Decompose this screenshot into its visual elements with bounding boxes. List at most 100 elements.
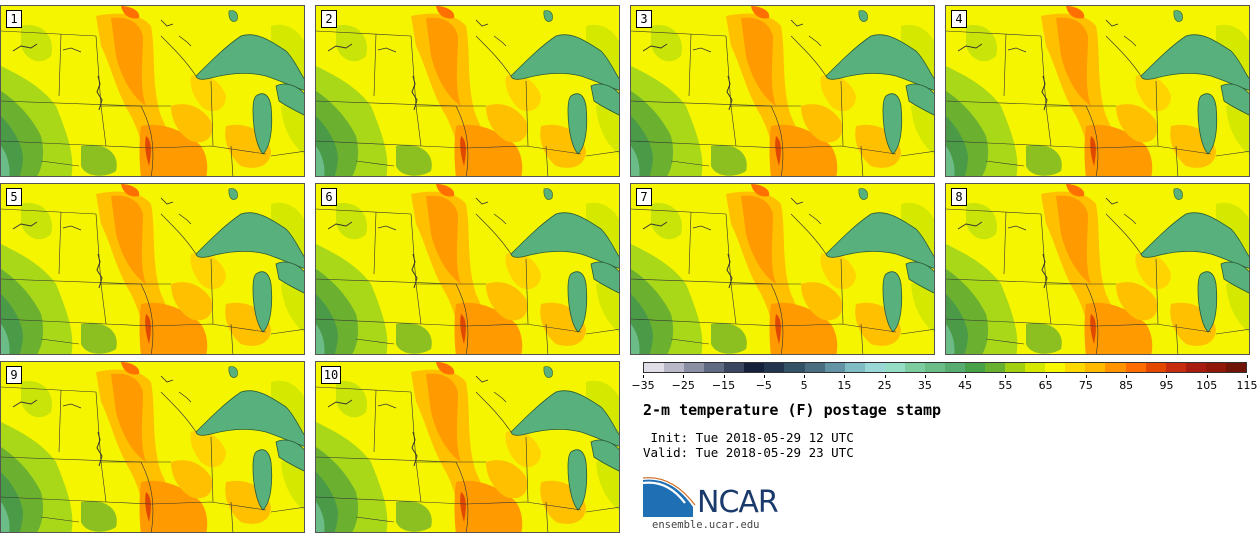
- colorbar-tick-label: 5: [800, 379, 808, 392]
- valid-time: Valid: Tue 2018-05-29 23 UTC: [643, 445, 854, 460]
- ncar-logo-icon: [643, 477, 696, 517]
- ensemble-member-panel: 6: [315, 183, 620, 355]
- member-number: 2: [321, 10, 337, 28]
- temperature-map: [316, 184, 619, 354]
- colorbar-segment: [1205, 363, 1226, 372]
- temperature-map: [316, 362, 619, 532]
- ensemble-member-panel: 5: [0, 183, 305, 355]
- colorbar-segment: [764, 363, 785, 372]
- colorbar-segment: [804, 363, 825, 372]
- member-number: 4: [951, 10, 967, 28]
- ensemble-member-panel: 7: [630, 183, 935, 355]
- colorbar-tick-label: 105: [1196, 379, 1218, 392]
- colorbar-segment: [744, 363, 765, 372]
- member-number: 6: [321, 188, 337, 206]
- colorbar-segment: [644, 363, 665, 372]
- colorbar-tick-label: 25: [877, 379, 892, 392]
- colorbar-segment: [1045, 363, 1066, 372]
- colorbar-tick-mark: [924, 375, 926, 378]
- colorbar-tick-mark: [1005, 375, 1007, 378]
- ncar-logo-text: NCAR: [697, 485, 779, 520]
- colorbar-segment: [965, 363, 986, 372]
- temperature-map: [1, 6, 304, 176]
- member-number: 9: [6, 366, 22, 384]
- colorbar-segment: [1085, 363, 1106, 372]
- member-number: 8: [951, 188, 967, 206]
- member-number: 3: [636, 10, 652, 28]
- colorbar-tick-label: −15: [711, 379, 736, 392]
- colorbar-tick-label: 15: [837, 379, 852, 392]
- member-number: 5: [6, 188, 22, 206]
- temperature-map: [631, 6, 934, 176]
- colorbar-tick-mark: [1126, 375, 1128, 378]
- ensemble-member-panel: 4: [945, 5, 1250, 177]
- colorbar-segment: [985, 363, 1006, 372]
- member-number: 10: [321, 366, 341, 384]
- colorbar-segment: [1065, 363, 1086, 372]
- colorbar-segment: [684, 363, 705, 372]
- colorbar-tick-label: 65: [1038, 379, 1053, 392]
- colorbar-tick-mark: [1045, 375, 1047, 378]
- colorbar-segment: [824, 363, 845, 372]
- temperature-map: [1, 362, 304, 532]
- colorbar-segment: [1145, 363, 1166, 372]
- colorbar-segment: [904, 363, 925, 372]
- member-number: 7: [636, 188, 652, 206]
- init-time: Init: Tue 2018-05-29 12 UTC: [643, 430, 854, 445]
- colorbar-tick-label: 75: [1078, 379, 1093, 392]
- temperature-map: [946, 6, 1249, 176]
- colorbar-tick-label: 85: [1119, 379, 1134, 392]
- temperature-map: [946, 184, 1249, 354]
- colorbar-tick-mark: [1247, 375, 1248, 378]
- colorbar-tick-label: 35: [917, 379, 932, 392]
- colorbar-tick-label: 115: [1236, 379, 1258, 392]
- colorbar-tick-label: 45: [958, 379, 973, 392]
- colorbar-segment: [1165, 363, 1186, 372]
- figure-title: 2-m temperature (F) postage stamp: [643, 401, 942, 419]
- member-number: 1: [6, 10, 22, 28]
- temperature-map: [631, 184, 934, 354]
- colorbar-segment: [884, 363, 905, 372]
- colorbar-tick-mark: [723, 375, 725, 378]
- ensemble-member-panel: 1: [0, 5, 305, 177]
- colorbar-tick-mark: [1166, 375, 1168, 378]
- colorbar-segment: [784, 363, 805, 372]
- colorbar-segment: [1105, 363, 1126, 372]
- colorbar-tick-mark: [804, 375, 806, 378]
- ensemble-member-panel: 10: [315, 361, 620, 533]
- colorbar-segment: [864, 363, 885, 372]
- colorbar-tick-mark: [1085, 375, 1087, 378]
- ensemble-member-panel: 8: [945, 183, 1250, 355]
- colorbar-tick-mark: [643, 375, 644, 378]
- colorbar-segment: [1225, 363, 1246, 372]
- colorbar-tick-mark: [763, 375, 765, 378]
- colorbar-tick-label: 95: [1159, 379, 1174, 392]
- temperature-map: [1, 184, 304, 354]
- ensemble-member-panel: 3: [630, 5, 935, 177]
- colorbar-segment: [1125, 363, 1146, 372]
- ensemble-member-panel: 2: [315, 5, 620, 177]
- colorbar-segment: [944, 363, 965, 372]
- colorbar-segment: [724, 363, 745, 372]
- ensemble-member-panel: 9: [0, 361, 305, 533]
- colorbar-tick-mark: [1206, 375, 1208, 378]
- colorbar-segment: [844, 363, 865, 372]
- colorbar-tick-label: −5: [755, 379, 772, 392]
- colorbar-tick-mark: [884, 375, 886, 378]
- colorbar-tick-label: −25: [671, 379, 695, 392]
- colorbar-segment: [1005, 363, 1026, 372]
- colorbar-tick-mark: [683, 375, 685, 378]
- colorbar-tick-mark: [965, 375, 967, 378]
- site-url: ensemble.ucar.edu: [652, 519, 760, 531]
- colorbar-tick-mark: [844, 375, 846, 378]
- colorbar-segment: [1185, 363, 1206, 372]
- colorbar-tick-label: 55: [998, 379, 1013, 392]
- colorbar-segment: [1025, 363, 1046, 372]
- temperature-colorbar: [643, 362, 1247, 373]
- temperature-map: [316, 6, 619, 176]
- colorbar-segment: [924, 363, 945, 372]
- colorbar-tick-label: −35: [631, 379, 655, 392]
- colorbar-tick-labels: −35 −25 −15 −5 5 15 25 35 45 55 65 75 85 95 105 115: [631, 375, 1258, 392]
- colorbar-segment: [664, 363, 685, 372]
- colorbar-segment: [704, 363, 725, 372]
